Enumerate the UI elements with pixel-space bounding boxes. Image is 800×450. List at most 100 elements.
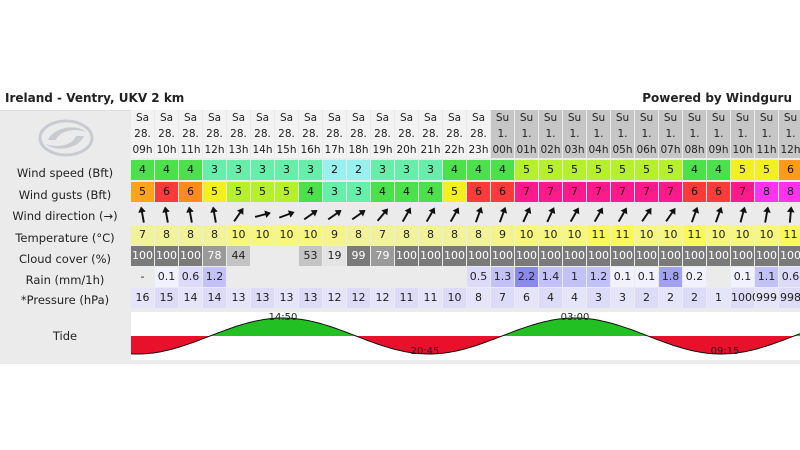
hour-hour: 15h: [276, 144, 297, 156]
hour-column-header: Su 1. 04h: [587, 110, 610, 158]
wind-direction-arrow-icon: [786, 206, 795, 223]
wind-speed-cell: 4: [491, 160, 514, 180]
pressure-cell: 3: [611, 288, 634, 308]
hour-date: 28.: [182, 128, 199, 140]
hour-column-header: Su 1. 09h: [707, 110, 730, 158]
rain-cell: 1.1: [755, 267, 778, 287]
hour-day: Su: [663, 112, 678, 124]
temperature-cell: 11: [779, 225, 800, 245]
hour-hour: 13h: [228, 144, 249, 156]
hour-column-header: Sa 28. 22h: [443, 110, 466, 158]
hour-day: Su: [615, 112, 630, 124]
hour-date: 1.: [713, 128, 724, 140]
wind-speed-cell: 5: [587, 160, 610, 180]
temperature-cell: 8: [467, 225, 490, 245]
hour-date: 28.: [254, 128, 271, 140]
wind-speed-cell: 4: [155, 160, 178, 180]
wind-speed-cell: 2: [323, 160, 346, 180]
pressure-cell: 11: [395, 288, 418, 308]
wind-gusts-cell: 5: [275, 182, 298, 202]
cloud-cover-cell: 100: [539, 246, 562, 266]
hour-day: Sa: [327, 112, 342, 124]
hour-column-header: Sa 28. 12h: [203, 110, 226, 158]
hour-day: Su: [783, 112, 798, 124]
wind-speed-cell: 3: [203, 160, 226, 180]
hour-day: Su: [495, 112, 510, 124]
hour-date: 28.: [350, 128, 367, 140]
wind-speed-cell: 6: [779, 160, 800, 180]
hour-date: 28.: [230, 128, 247, 140]
wind-speed-cell: 4: [707, 160, 730, 180]
rain-cell: [323, 267, 346, 287]
hour-date: 28.: [326, 128, 343, 140]
wind-direction-arrow-icon: [138, 206, 146, 223]
cloud-cover-cell: 100: [395, 246, 418, 266]
pressure-cell: 13: [275, 288, 298, 308]
temperature-cell: 11: [587, 225, 610, 245]
hour-column-header: Sa 28. 13h: [227, 110, 250, 158]
wind-gusts-cell: 6: [707, 182, 730, 202]
pressure-cell: 13: [227, 288, 250, 308]
rain-cell: [275, 267, 298, 287]
hour-date: 28.: [470, 128, 487, 140]
wind-speed-cell: 2: [347, 160, 370, 180]
wind-gusts-cell: 4: [371, 182, 394, 202]
cloud-cover-cell: 100: [443, 246, 466, 266]
pressure-cell: 6: [515, 288, 538, 308]
wind-gusts-cell: 5: [227, 182, 250, 202]
cloud-cover-cell: 100: [683, 246, 706, 266]
pressure-cell: 2: [659, 288, 682, 308]
rain-cell: 1.4: [539, 267, 562, 287]
rain-cell: [227, 267, 250, 287]
hour-date: 28.: [422, 128, 439, 140]
temperature-cell: 11: [683, 225, 706, 245]
wind-direction-arrow-icon: [739, 206, 747, 223]
hour-column-header: Su 1. 03h: [563, 110, 586, 158]
hour-day: Sa: [183, 112, 198, 124]
cloud-cover-cell: 100: [635, 246, 658, 266]
rain-cell: 0.2: [683, 267, 706, 287]
hour-date: 1.: [737, 128, 748, 140]
pressure-cell: 14: [203, 288, 226, 308]
temperature-cell: 9: [323, 225, 346, 245]
cloud-cover-cell: 99: [347, 246, 370, 266]
hour-date: 1.: [521, 128, 532, 140]
cloud-cover-cell: [275, 246, 298, 266]
hour-hour: 05h: [612, 144, 633, 156]
wind-speed-cell: 5: [539, 160, 562, 180]
hour-column-header: Sa 28. 09h: [131, 110, 154, 158]
hour-column-header: Sa 28. 19h: [371, 110, 394, 158]
pressure-cell: 14: [179, 288, 202, 308]
hour-day: Su: [639, 112, 654, 124]
cloud-cover-cell: 100: [515, 246, 538, 266]
hour-hour: 22h: [444, 144, 465, 156]
rain-cell: [395, 267, 418, 287]
temperature-cell: 10: [635, 225, 658, 245]
hour-date: 28.: [302, 128, 319, 140]
temperature-cell: 7: [371, 225, 394, 245]
pressure-cell: 12: [323, 288, 346, 308]
hour-column-header: Sa 28. 21h: [419, 110, 442, 158]
wind-direction-arrow-icon: [254, 210, 271, 218]
pressure-cell: 13: [251, 288, 274, 308]
temperature-cell: 10: [539, 225, 562, 245]
pressure-cell: 2: [683, 288, 706, 308]
temperature-cell: 8: [155, 225, 178, 245]
powered-by-link[interactable]: Powered by Windguru: [642, 91, 792, 105]
pressure-cell: 2: [635, 288, 658, 308]
temperature-cell: 10: [755, 225, 778, 245]
wind-speed-cell: 3: [275, 160, 298, 180]
hour-hour: 03h: [564, 144, 585, 156]
pressure-cell: 4: [563, 288, 586, 308]
wind-direction-arrow-icon: [303, 210, 318, 221]
pressure-cell: 4: [539, 288, 562, 308]
cloud-cover-cell: 100: [611, 246, 634, 266]
hour-day: Sa: [471, 112, 486, 124]
hour-column-header: Sa 28. 23h: [467, 110, 490, 158]
rain-cell: [299, 267, 322, 287]
location-title[interactable]: Ireland - Ventry, UKV 2 km: [5, 91, 185, 105]
hour-column-header: Sa 28. 16h: [299, 110, 322, 158]
pressure-cell: 8: [467, 288, 490, 308]
pressure-cell: 998: [779, 288, 800, 308]
rain-label: Rain (mm/1h): [25, 273, 105, 287]
